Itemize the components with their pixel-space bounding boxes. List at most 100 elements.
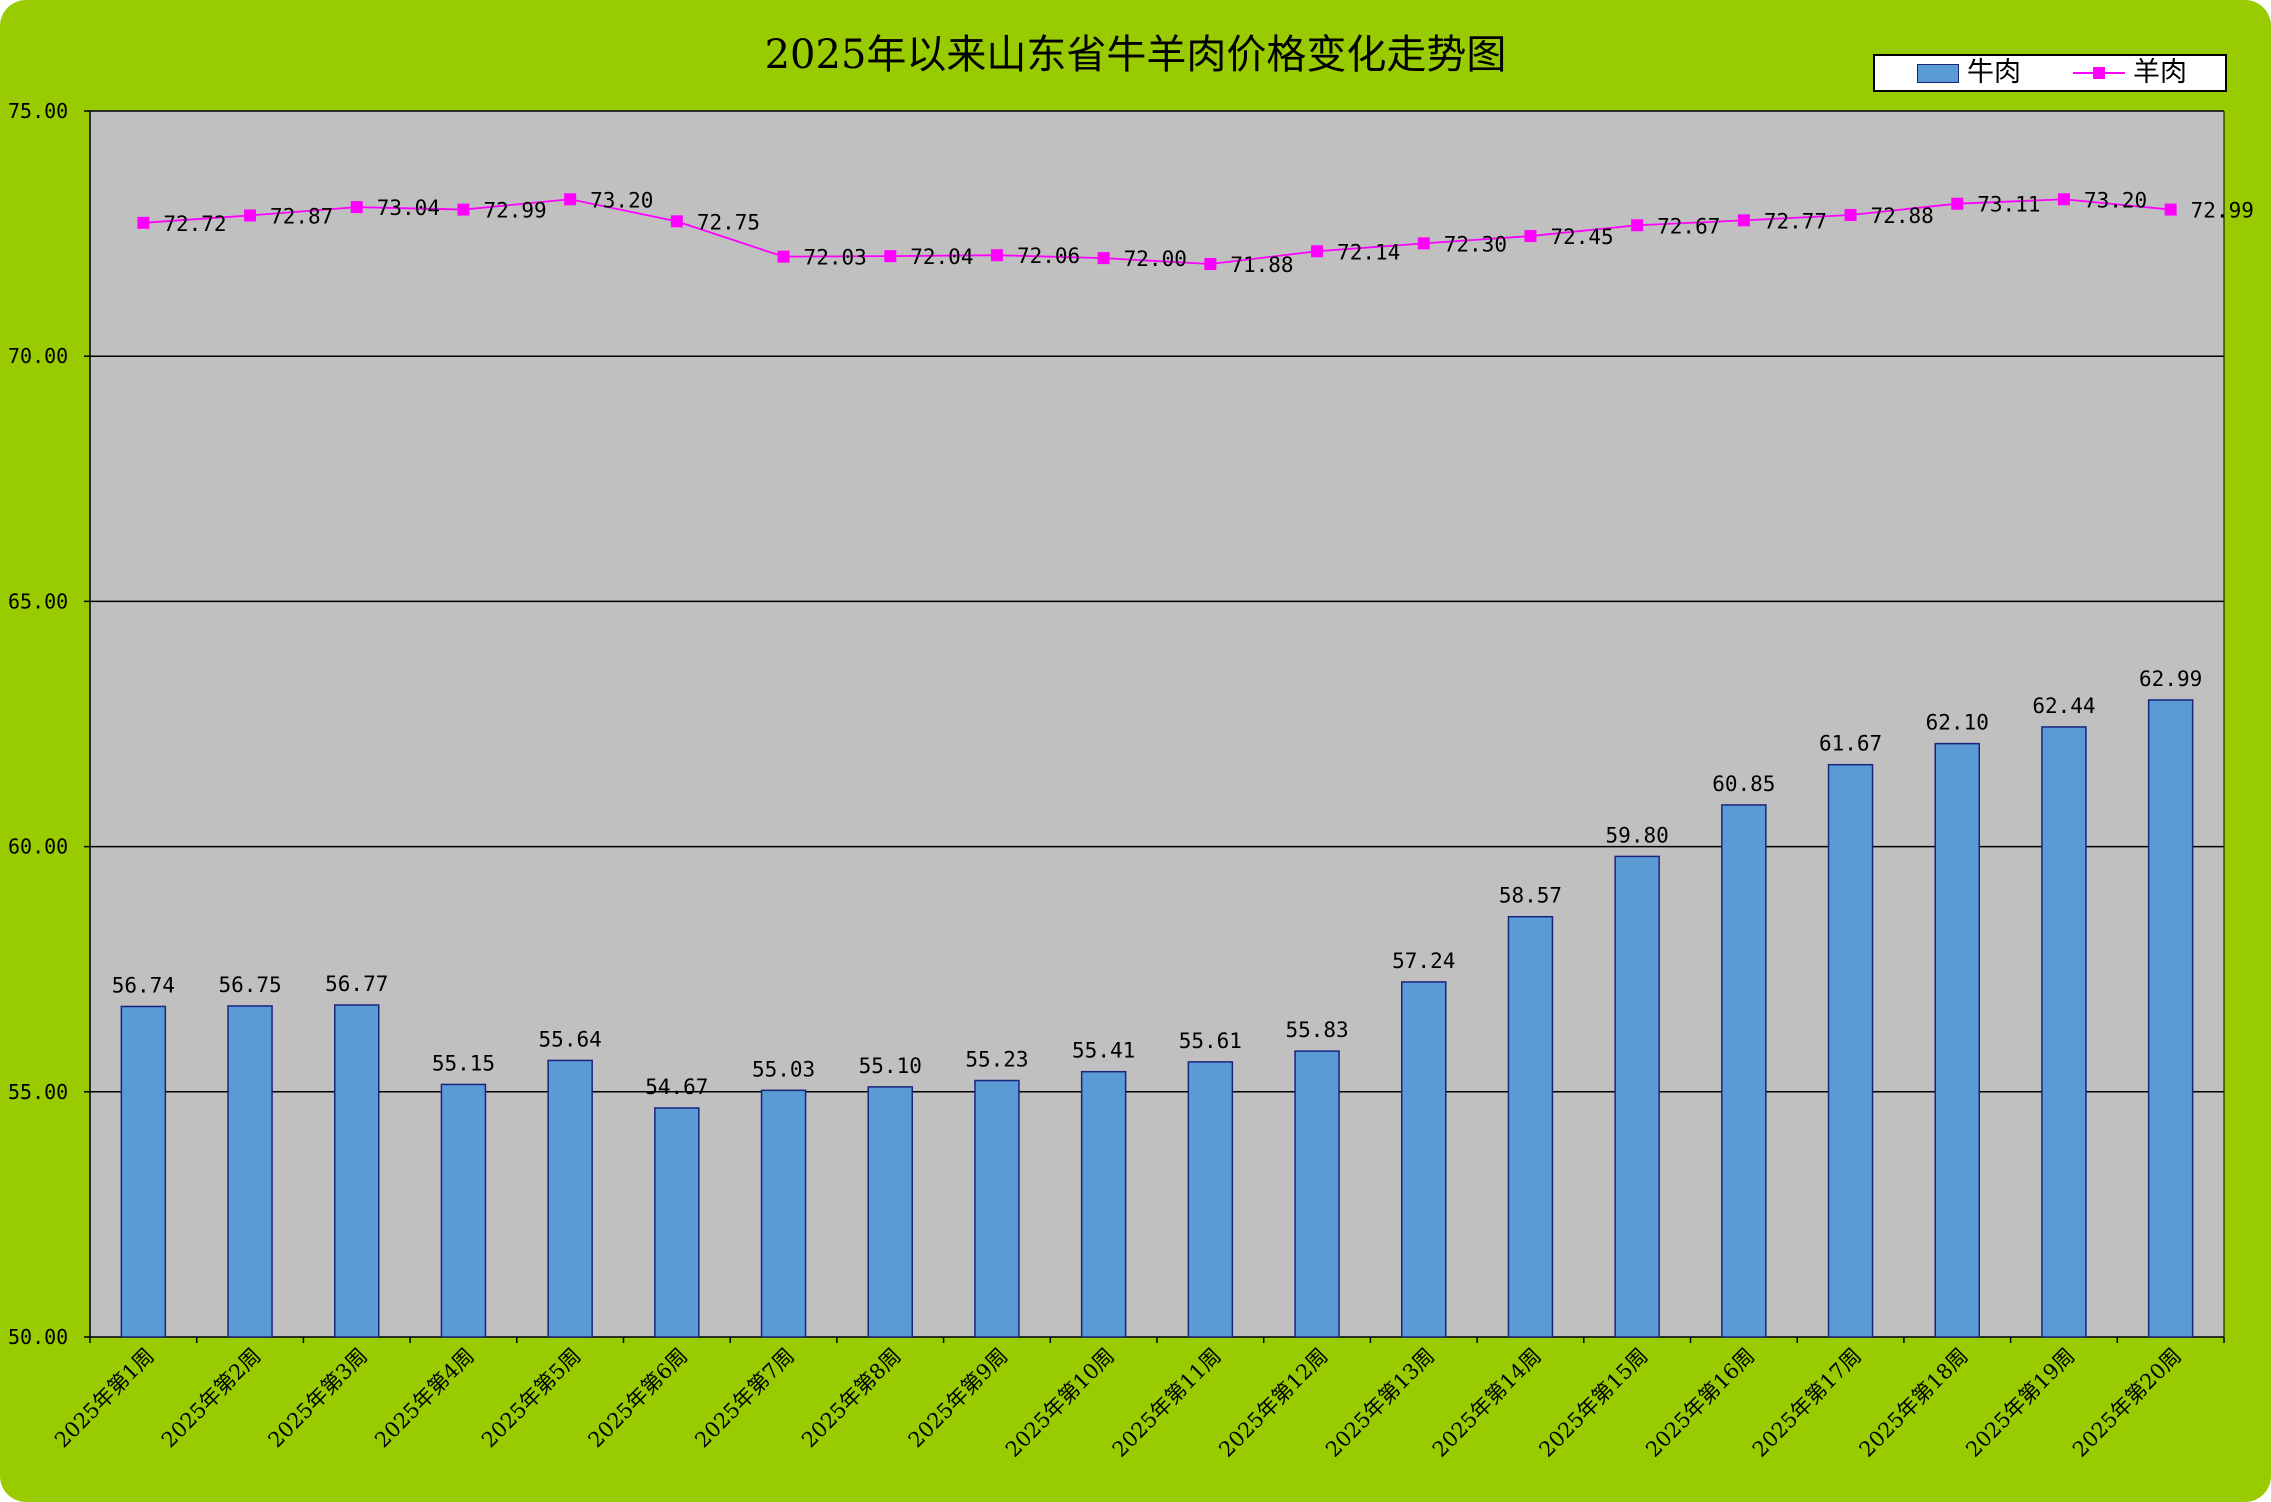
bar-beef <box>227 1005 273 1338</box>
marker-mutton <box>990 249 1003 262</box>
data-label-beef: 54.67 <box>645 1075 708 1099</box>
data-label-mutton: 73.04 <box>377 196 440 220</box>
plot-background <box>90 111 2224 1337</box>
marker-mutton <box>670 215 683 228</box>
data-label-mutton: 73.20 <box>590 188 653 212</box>
bar-beef <box>1401 981 1447 1338</box>
bar-beef <box>1507 915 1554 1338</box>
y-tick-label: 50.00 <box>8 1325 68 1349</box>
marker-mutton <box>1737 214 1750 227</box>
data-label-beef: 56.74 <box>112 973 175 997</box>
legend-label-beef: 牛肉 <box>1967 57 2021 88</box>
bar-beef <box>1294 1050 1340 1338</box>
data-label-beef: 62.10 <box>1926 711 1989 735</box>
data-label-beef: 62.99 <box>2139 667 2202 691</box>
bar-beef <box>334 1004 380 1338</box>
bar-beef <box>1721 804 1767 1338</box>
bar-beef <box>974 1079 1020 1338</box>
bar-beef <box>440 1083 487 1338</box>
marker-mutton <box>350 201 363 214</box>
data-label-beef: 62.44 <box>2032 694 2095 718</box>
bar-beef <box>1080 1070 1127 1338</box>
data-label-mutton: 73.20 <box>2084 188 2147 212</box>
bar-beef <box>547 1059 593 1338</box>
marker-mutton <box>1524 230 1537 243</box>
data-label-beef: 55.61 <box>1179 1029 1242 1053</box>
data-label-mutton: 72.77 <box>1764 209 1827 233</box>
legend: 牛肉 羊肉 <box>1873 54 2227 92</box>
x-tick-label: 2025年第13周 <box>1321 1344 1439 1462</box>
bar-beef <box>1934 742 1980 1338</box>
data-label-mutton: 72.88 <box>1871 204 1934 228</box>
marker-mutton <box>884 250 897 263</box>
y-tick-label: 60.00 <box>8 835 68 859</box>
marker-mutton <box>1417 237 1430 250</box>
data-label-mutton: 72.14 <box>1337 240 1400 264</box>
x-tick-label: 2025年第16周 <box>1641 1344 1759 1462</box>
data-label-beef: 60.85 <box>1712 772 1775 796</box>
data-label-mutton: 73.11 <box>1977 193 2040 217</box>
data-label-beef: 55.23 <box>965 1048 1028 1072</box>
data-label-beef: 55.15 <box>432 1051 495 1075</box>
data-label-beef: 59.80 <box>1606 823 1669 847</box>
marker-mutton <box>2057 193 2070 206</box>
data-label-mutton: 72.00 <box>1124 247 1187 271</box>
x-tick-label: 2025年第5周 <box>477 1344 586 1453</box>
data-label-beef: 55.41 <box>1072 1039 1135 1063</box>
data-label-beef: 55.64 <box>539 1027 602 1051</box>
x-tick-label: 2025年第2周 <box>157 1344 266 1453</box>
marker-mutton <box>777 250 790 263</box>
x-tick-label: 2025年第18周 <box>1855 1344 1973 1462</box>
data-label-beef: 56.77 <box>325 972 388 996</box>
x-tick-label: 2025年第3周 <box>264 1344 373 1453</box>
x-tick-label: 2025年第7周 <box>690 1344 799 1453</box>
data-label-beef: 55.83 <box>1285 1018 1348 1042</box>
x-tick-label: 2025年第14周 <box>1428 1344 1546 1462</box>
bar-beef <box>1187 1061 1234 1338</box>
chart-title: 2025年以来山东省牛羊肉价格变化走势图 <box>764 32 1507 78</box>
data-label-beef: 57.24 <box>1392 949 1455 973</box>
data-label-mutton: 72.72 <box>163 212 226 236</box>
y-tick-label: 75.00 <box>8 99 68 123</box>
data-label-mutton: 72.75 <box>697 210 760 234</box>
legend-marker-mutton <box>2093 67 2105 79</box>
marker-mutton <box>1951 197 1964 210</box>
data-label-beef: 58.57 <box>1499 884 1562 908</box>
x-tick-label: 2025年第10周 <box>1001 1344 1119 1462</box>
y-tick-label: 55.00 <box>8 1080 68 1104</box>
data-label-beef: 61.67 <box>1819 732 1882 756</box>
bar-beef <box>120 1005 167 1338</box>
marker-mutton <box>244 209 257 222</box>
x-tick-label: 2025年第1周 <box>50 1344 159 1453</box>
x-tick-label: 2025年第8周 <box>797 1344 906 1453</box>
marker-mutton <box>1204 258 1217 271</box>
x-tick-label: 2025年第9周 <box>904 1344 1013 1453</box>
data-label-beef: 56.75 <box>218 973 281 997</box>
legend-swatch-beef <box>1917 64 1959 83</box>
marker-mutton <box>137 216 150 229</box>
x-tick-label: 2025年第15周 <box>1534 1344 1652 1462</box>
data-label-mutton: 72.99 <box>2191 199 2254 223</box>
data-label-beef: 55.10 <box>859 1054 922 1078</box>
legend-label-mutton: 羊肉 <box>2133 57 2187 88</box>
data-label-mutton: 72.06 <box>1017 244 1080 268</box>
data-label-mutton: 71.88 <box>1230 253 1293 277</box>
bar-beef <box>1614 855 1660 1338</box>
marker-mutton <box>2164 203 2177 216</box>
data-label-mutton: 72.67 <box>1657 214 1720 238</box>
data-label-mutton: 72.04 <box>910 245 973 269</box>
marker-mutton <box>1311 245 1324 258</box>
x-tick-label: 2025年第19周 <box>1961 1344 2079 1462</box>
x-tick-label: 2025年第6周 <box>584 1344 693 1453</box>
data-label-beef: 55.03 <box>752 1057 815 1081</box>
x-tick-label: 2025年第20周 <box>2068 1344 2186 1462</box>
bar-beef <box>2041 726 2087 1338</box>
bar-beef <box>654 1107 700 1338</box>
data-label-mutton: 72.30 <box>1444 232 1507 256</box>
y-tick-label: 65.00 <box>8 589 68 613</box>
bar-beef <box>2147 699 2194 1338</box>
marker-mutton <box>1844 208 1857 221</box>
line-mutton <box>143 198 2171 265</box>
